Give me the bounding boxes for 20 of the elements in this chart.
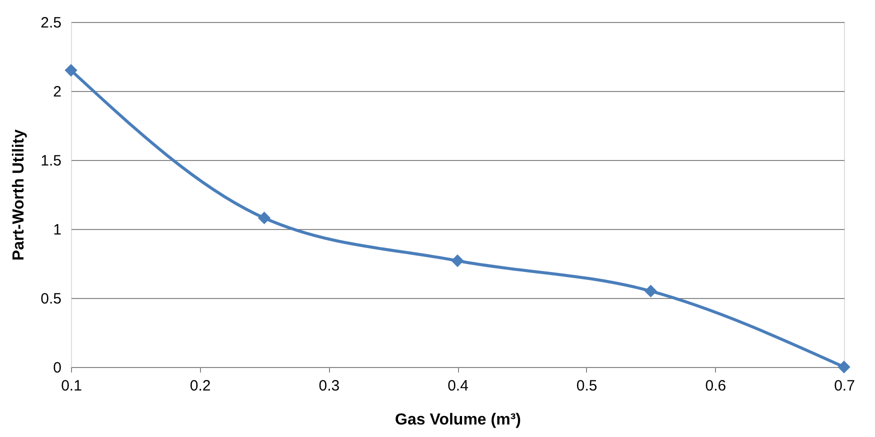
y-tick-label: 1 — [53, 222, 62, 238]
x-tick-label: 0.5 — [576, 378, 598, 394]
y-tick-label: 1.5 — [40, 152, 62, 170]
x-tick-label: 0.6 — [705, 378, 726, 394]
x-tick-label: 0.4 — [448, 378, 468, 394]
point — [644, 284, 658, 298]
point — [838, 360, 850, 374]
y-tick-label: 0.5 — [40, 290, 62, 308]
point — [258, 212, 271, 224]
x-tick-label: 0.2 — [190, 378, 211, 394]
x-tick-label: 0.7 — [834, 378, 855, 394]
y-tick-label: 2 — [53, 84, 62, 100]
y-axis-title: Part-Worth Utility — [10, 129, 28, 261]
y-tick-label: 2.5 — [40, 14, 62, 32]
x-axis-title: Gas Volume (m³) — [395, 412, 521, 428]
point — [64, 64, 78, 77]
point — [451, 254, 464, 268]
y-tick-label: 0 — [53, 360, 62, 376]
x-tick-label: 0.3 — [318, 378, 340, 394]
x-tick-label: 0.1 — [61, 378, 82, 394]
